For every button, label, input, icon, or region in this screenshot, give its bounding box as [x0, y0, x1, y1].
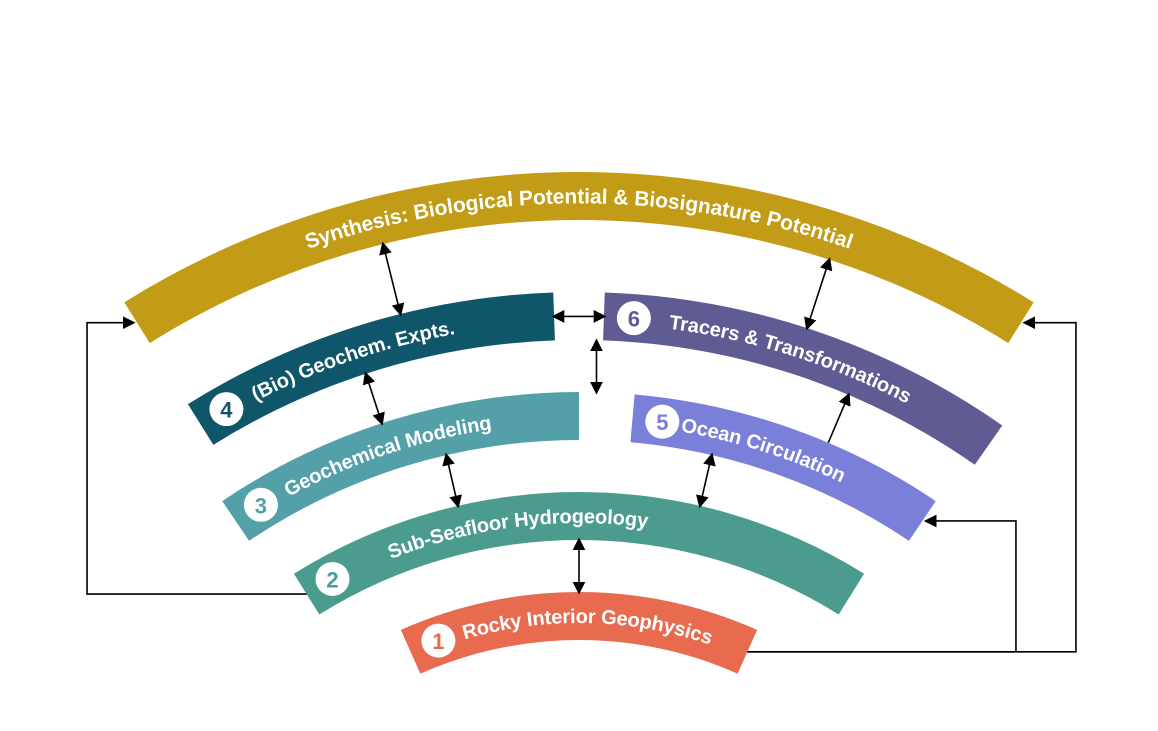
- connector-arrow: [446, 455, 458, 506]
- arc6-number: 6: [628, 307, 640, 332]
- connector-arrow: [828, 395, 848, 443]
- arc5-number: 5: [656, 410, 668, 435]
- arc4-number: 4: [220, 398, 233, 423]
- connector-arrow: [807, 260, 829, 328]
- connector-arrow: [700, 455, 712, 506]
- connector-arrow: [383, 244, 400, 314]
- arc2-number: 2: [326, 567, 338, 592]
- arc3-number: 3: [255, 493, 267, 518]
- arc1-number: 1: [432, 629, 444, 654]
- connector-arrow: [366, 374, 382, 423]
